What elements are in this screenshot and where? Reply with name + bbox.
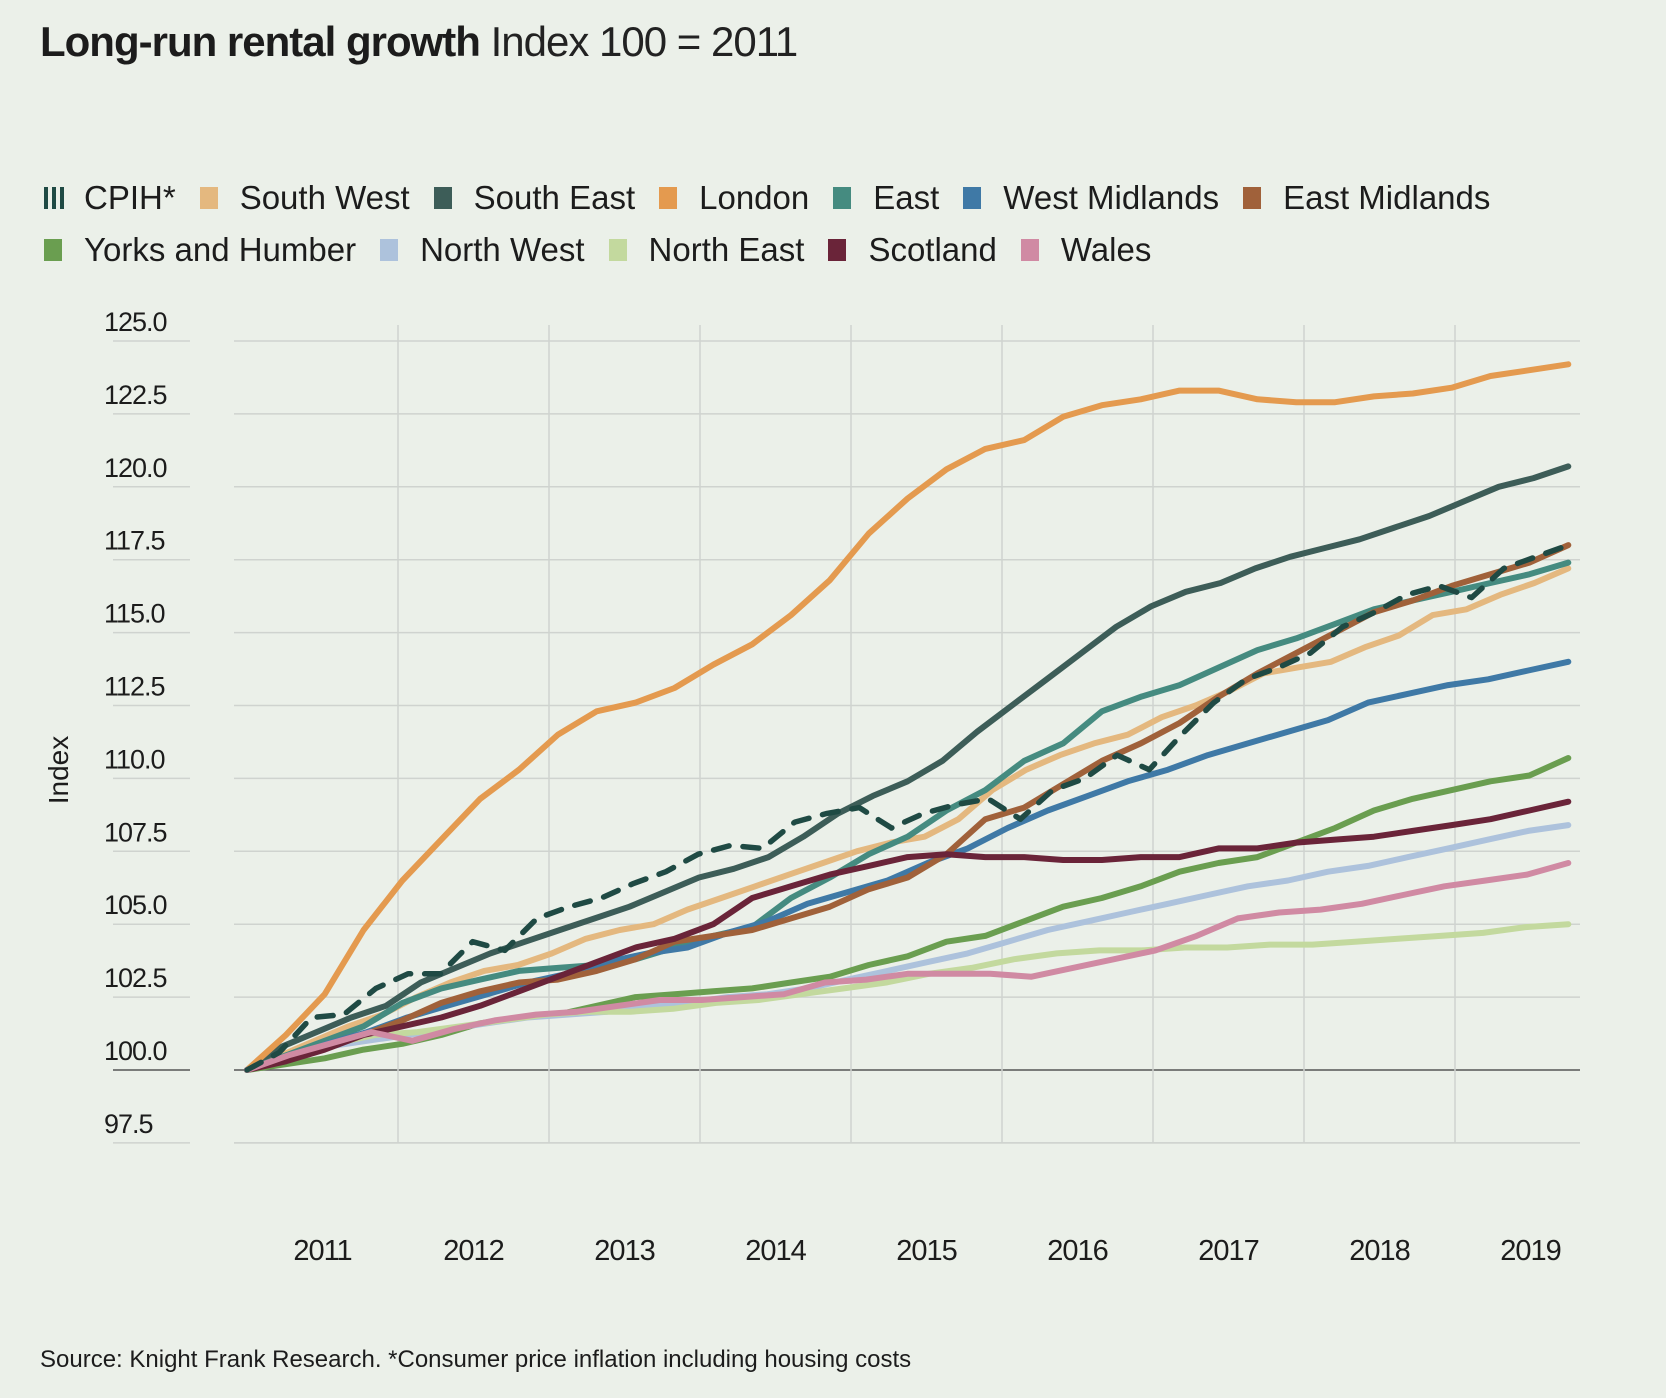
grid	[113, 325, 1580, 1144]
legend-item: Scotland	[828, 224, 997, 276]
legend-item: London	[659, 172, 809, 224]
y-tick-label: 110.0	[104, 744, 165, 774]
y-tick-label: 122.5	[104, 380, 167, 410]
legend-item: North East	[608, 224, 805, 276]
chart-title: Long-run rental growth Index 100 = 2011	[40, 18, 799, 66]
y-axis-label: Index	[43, 736, 74, 805]
legend-label: Scotland	[868, 231, 997, 268]
y-tick-label: 112.5	[104, 672, 165, 702]
x-tick-label: 2016	[1047, 1235, 1108, 1267]
x-tick-label: 2012	[443, 1235, 504, 1267]
y-tick-label: 102.5	[104, 963, 167, 993]
legend-swatch	[44, 239, 62, 261]
legend-swatch	[833, 187, 852, 209]
series-line-south-east	[244, 463, 1572, 1073]
legend-label: CPIH*	[84, 179, 176, 216]
x-tick-label: 2015	[896, 1235, 957, 1267]
series-line-east	[244, 559, 1572, 1073]
y-tick-label: 120.0	[104, 453, 167, 483]
x-axis-ticks: 2011 2012 2013 2014 2015 2016 2017 2018 2019	[293, 1235, 1561, 1267]
x-tick-label: 2014	[745, 1235, 806, 1267]
x-tick-label: 2017	[1198, 1235, 1259, 1267]
legend-item: East	[833, 172, 939, 224]
legend-swatch	[44, 187, 64, 209]
legend-swatch	[608, 239, 627, 261]
series-line-scotland	[244, 798, 1572, 1073]
legend-item: CPIH*	[44, 172, 176, 224]
legend-label: South East	[473, 179, 636, 216]
legend-item: Yorks and Humber	[44, 224, 356, 276]
y-tick-label: 100.0	[104, 1036, 167, 1066]
legend-swatch	[1243, 187, 1262, 209]
legend-label: East Midlands	[1283, 179, 1491, 216]
x-tick-label: 2011	[293, 1235, 351, 1267]
legend-swatch	[1020, 239, 1039, 261]
legend-label: London	[699, 179, 810, 216]
legend-label: North West	[420, 231, 585, 268]
legend-swatch	[199, 187, 218, 209]
y-tick-label: 125.0	[104, 307, 167, 337]
x-tick-label: 2013	[594, 1235, 655, 1267]
legend-item: South East	[433, 172, 636, 224]
chart-title-sub: Index 100 = 2011	[490, 18, 799, 65]
y-tick-label: 97.5	[104, 1109, 153, 1139]
legend-item: Wales	[1020, 224, 1152, 276]
legend-label: West Midlands	[1003, 179, 1220, 216]
legend: CPIH* South West South East London East West …	[44, 172, 1644, 276]
series-line-cpih	[244, 542, 1572, 1073]
legend-swatch	[963, 187, 982, 209]
legend-item: North West	[380, 224, 585, 276]
y-tick-label: 115.0	[104, 599, 165, 629]
legend-label: East	[873, 179, 940, 216]
source-note: Source: Knight Frank Research. *Consumer…	[40, 1346, 912, 1373]
y-tick-label: 117.5	[104, 526, 165, 556]
chart-title-main: Long-run rental growth	[40, 18, 481, 65]
y-tick-label: 105.0	[104, 890, 167, 920]
series-lines	[244, 361, 1572, 1073]
legend-item: East Midlands	[1243, 172, 1490, 224]
x-tick-label: 2019	[1500, 1235, 1561, 1267]
series-line-yorks-and-humber	[244, 755, 1572, 1073]
y-axis-ticks: 125.0 122.5 120.0 117.5 115.0 112.5 110.0 107.5…	[104, 307, 168, 1139]
legend-label: Yorks and Humber	[84, 231, 357, 268]
legend-swatch	[659, 187, 678, 209]
legend-swatch	[433, 187, 452, 209]
series-line-london	[244, 361, 1572, 1073]
series-line-wales	[244, 860, 1572, 1073]
legend-swatch	[828, 239, 847, 261]
legend-swatch	[380, 239, 399, 261]
series-line-west-midlands	[244, 658, 1572, 1073]
legend-item: South West	[199, 172, 410, 224]
legend-label: North East	[648, 231, 805, 268]
y-tick-label: 107.5	[104, 817, 167, 847]
x-tick-label: 2018	[1349, 1235, 1410, 1267]
series-line-east-midlands	[244, 542, 1572, 1073]
legend-item: West Midlands	[963, 172, 1219, 224]
legend-label: South West	[239, 179, 410, 216]
legend-label: Wales	[1060, 231, 1152, 268]
